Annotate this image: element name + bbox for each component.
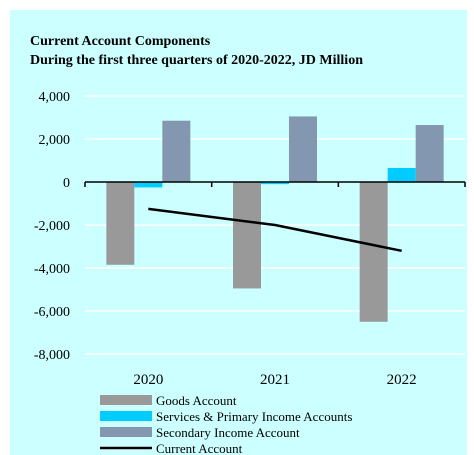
y-tick-label: 4,000 — [39, 90, 71, 105]
x-axis-labels: 2020 2021 2022 — [133, 372, 416, 388]
chart-subtitle: During the first three quarters of 2020-… — [30, 53, 363, 68]
bar-secondary-income-account-2020 — [162, 120, 191, 182]
legend-label: Services & Primary Income Accounts — [156, 409, 352, 424]
bar-services-primary-income-accounts-2021 — [261, 182, 289, 185]
y-tick-label: -4,000 — [34, 262, 70, 277]
y-tick-label: -2,000 — [34, 219, 70, 234]
x-axis — [84, 181, 466, 187]
legend-swatch — [100, 427, 152, 437]
bar-services-primary-income-accounts-2022 — [387, 168, 416, 182]
chart-title: Current Account Components — [30, 34, 211, 49]
x-tick-label: 2021 — [260, 372, 290, 388]
legend-label: Goods Account — [156, 393, 237, 408]
y-tick-label: -8,000 — [34, 348, 70, 363]
bar-services-primary-income-accounts-2020 — [134, 182, 163, 188]
y-tick-label: -6,000 — [34, 305, 70, 320]
y-tick-label: 2,000 — [39, 133, 71, 148]
bar-goods-account-2021 — [233, 182, 261, 289]
legend-swatch — [100, 411, 152, 421]
bar-secondary-income-account-2021 — [289, 116, 317, 182]
y-tick-label: 0 — [63, 176, 70, 191]
bar-secondary-income-account-2022 — [415, 125, 444, 182]
current-account-line — [148, 207, 402, 253]
legend-label: Current Account — [156, 441, 243, 455]
x-tick-label: 2020 — [133, 372, 163, 388]
line-series-current-account — [148, 207, 402, 253]
legend-swatch — [100, 395, 152, 405]
bars — [106, 116, 444, 322]
y-axis-ticks: 4,000 2,000 0 -2,000 -4,000 -6,000 -8,000 — [34, 90, 70, 363]
legend-label: Secondary Income Account — [156, 425, 300, 440]
bar-goods-account-2022 — [359, 182, 388, 322]
bar-goods-account-2020 — [106, 182, 135, 265]
x-tick-label: 2022 — [387, 372, 417, 388]
